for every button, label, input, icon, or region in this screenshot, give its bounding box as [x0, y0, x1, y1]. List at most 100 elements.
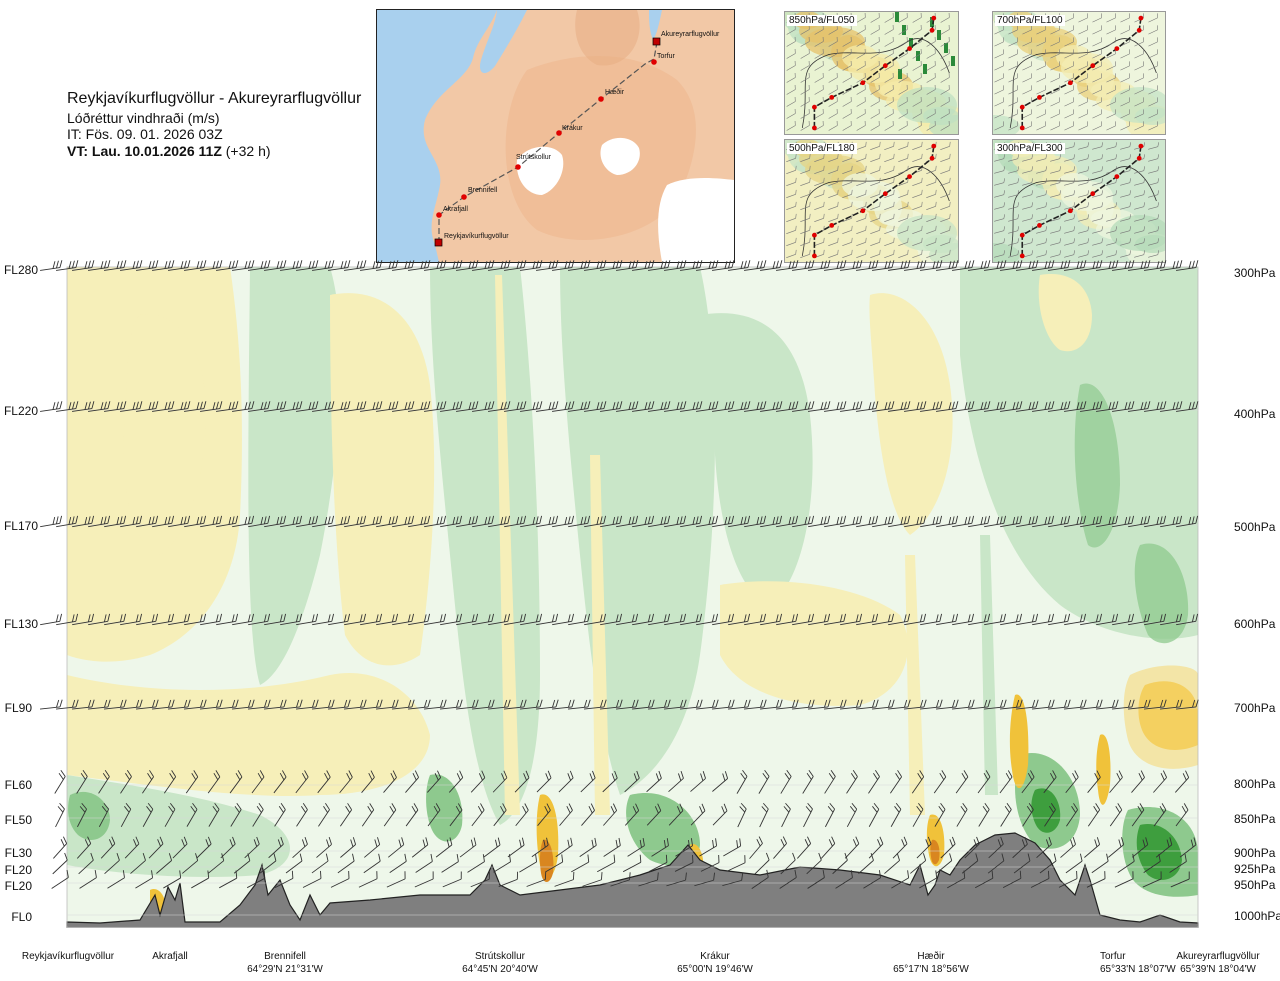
inset-wind-barb [1134, 190, 1146, 198]
wind-barb [208, 802, 220, 827]
inset-wind-barb [786, 85, 796, 95]
wind-barb [832, 852, 848, 875]
wind-barb [136, 699, 159, 710]
wind-barb [536, 699, 559, 710]
wind-barb [1000, 260, 1023, 271]
inset-wind-barb [1064, 166, 1076, 174]
route-map[interactable]: Reykjavíkurflugvöllur Akrafjall Brennife… [376, 9, 735, 263]
inset-wind-barb [1008, 250, 1020, 258]
wind-barb [252, 803, 264, 827]
inset-wind-barb [1064, 85, 1074, 95]
inset-wind-barb [1064, 226, 1076, 234]
wind-barb [536, 515, 559, 528]
inset-wind-barb [1064, 250, 1076, 258]
wind-barb [675, 838, 693, 857]
wind-barb [680, 699, 703, 710]
wind-barb [328, 260, 351, 271]
wind-barb [863, 870, 881, 889]
wind-barb [536, 260, 559, 271]
wind-barb [230, 802, 242, 827]
wind-barb [984, 515, 1007, 528]
wind-barb [936, 401, 959, 412]
wind-barb [1143, 853, 1161, 873]
inset-wind-barb [898, 85, 908, 95]
inset-wind-barb [1008, 37, 1018, 47]
inset-wind-barb [870, 189, 881, 198]
wind-barb [1012, 836, 1028, 859]
inset-wind-barb [1050, 178, 1062, 186]
wind-barb [163, 770, 177, 794]
inset-wind-barb [898, 249, 909, 258]
wind-barb [737, 802, 747, 828]
inset-wind-barb [870, 237, 881, 246]
wind-barb [728, 515, 751, 528]
inset-map-500hpa[interactable]: 500hPa/FL180 [784, 139, 959, 263]
wind-barb [472, 699, 495, 710]
inset-route-point [812, 253, 817, 259]
inset-wind-barb [1036, 238, 1048, 246]
inset-wind-barb [1092, 13, 1102, 23]
map-highland [505, 56, 696, 240]
wind-barb [40, 699, 63, 710]
waypoint-marker [598, 96, 604, 102]
inset-wind-barb [1008, 154, 1020, 162]
wind-barb [632, 613, 655, 626]
wind-barb [1160, 699, 1183, 710]
wind-barb [616, 401, 639, 412]
wind-barb [387, 837, 405, 858]
inset-wind-barb [786, 189, 797, 198]
wind-barb [330, 871, 350, 888]
inset-wind-barb [1008, 202, 1020, 210]
inset-wind-barb [842, 61, 852, 71]
inset-wind-barb [856, 73, 866, 83]
pressure-label: 300hPa [1234, 266, 1276, 280]
inset-wind-barb [1078, 25, 1088, 35]
inset-wind-barb [1036, 226, 1048, 234]
inset-wind-barb [940, 121, 950, 131]
inset-wind-barb [870, 85, 880, 95]
inset-wind-barb [1078, 97, 1088, 107]
wind-barb [88, 401, 111, 412]
wind-barb [888, 699, 911, 710]
wind-barb [760, 613, 783, 626]
glacier-vatnajokull [658, 177, 734, 262]
inset-wind-barb [926, 97, 936, 107]
inset-wind-barb [994, 61, 1004, 71]
wind-barb [808, 401, 831, 412]
inset-wind-barb [870, 249, 881, 258]
inset-wind-barb [1134, 178, 1146, 186]
inset-wind-barb [1050, 154, 1062, 162]
wind-barb [910, 853, 927, 874]
wind-barb [728, 401, 751, 412]
inset-wind-barb [870, 165, 881, 174]
inset-wind-barb [1148, 25, 1158, 35]
wind-barb [1060, 837, 1076, 858]
wind-barb [820, 836, 836, 859]
inset-wind-barb [800, 121, 810, 131]
wind-barb [622, 854, 642, 873]
wind-barb [504, 515, 527, 528]
inset-route-point [1136, 27, 1142, 33]
wind-barb [888, 401, 911, 412]
inset-map-700hpa[interactable]: 700hPa/FL100 [992, 11, 1166, 135]
inset-field-patch [916, 51, 920, 61]
inset-wind-barb [1148, 97, 1158, 107]
waypoint-label: Akureyrarflugvöllur 65°39'N 18°04'W [1158, 950, 1278, 976]
wind-barb [856, 515, 879, 528]
wind-barb [191, 870, 210, 889]
inset-wind-barb [828, 213, 839, 222]
inset-map-850hpa[interactable]: 850hPa/FL050 [784, 11, 959, 135]
inset-wind-barb [1022, 214, 1034, 222]
inset-field-patch [897, 87, 957, 123]
inset-route-point [1019, 253, 1025, 259]
inset-wind-barb [926, 165, 937, 174]
inset-wind-barb [1078, 109, 1088, 119]
wind-barb [974, 870, 994, 889]
inset-map-300hpa[interactable]: 300hPa/FL300 [992, 139, 1166, 263]
inset-wind-barb [940, 201, 951, 210]
wind-barb [632, 260, 655, 271]
inset-route-point [1114, 174, 1120, 179]
inset-wind-barb [800, 201, 811, 210]
wind-barb [264, 699, 287, 710]
wind-barb [568, 401, 591, 412]
